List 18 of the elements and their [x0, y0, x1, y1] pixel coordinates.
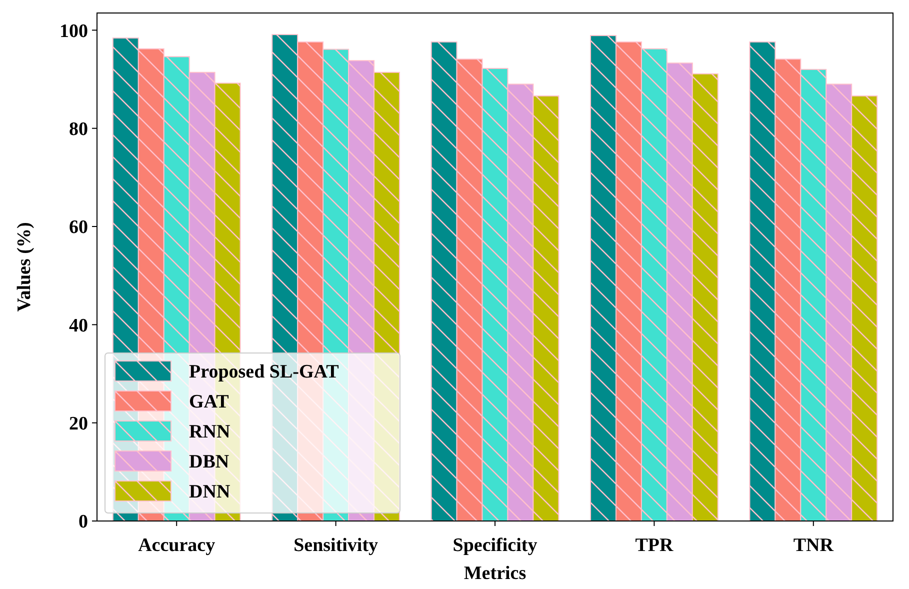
x-tick-label: TNR — [793, 535, 834, 556]
y-tick-label: 40 — [69, 315, 88, 336]
legend-label: DBN — [189, 452, 230, 473]
legend-label: Proposed SL-GAT — [189, 362, 340, 383]
legend-label: GAT — [189, 392, 230, 413]
x-axis-title: Metrics — [464, 563, 526, 584]
x-tick-label: Specificity — [452, 535, 538, 556]
y-tick-label: 0 — [78, 512, 88, 533]
y-tick-label: 100 — [60, 20, 88, 42]
y-tick-label: 20 — [69, 413, 88, 434]
y-tick-label: 80 — [69, 118, 88, 140]
y-axis-title: Values (%) — [14, 222, 35, 312]
y-tick-label: 60 — [69, 217, 88, 238]
x-tick-label: TPR — [635, 535, 674, 556]
legend-label: DNN — [189, 482, 230, 503]
x-tick-label: Sensitivity — [294, 535, 379, 556]
x-tick-label: Accuracy — [138, 535, 216, 556]
legend-label: RNN — [189, 422, 230, 443]
